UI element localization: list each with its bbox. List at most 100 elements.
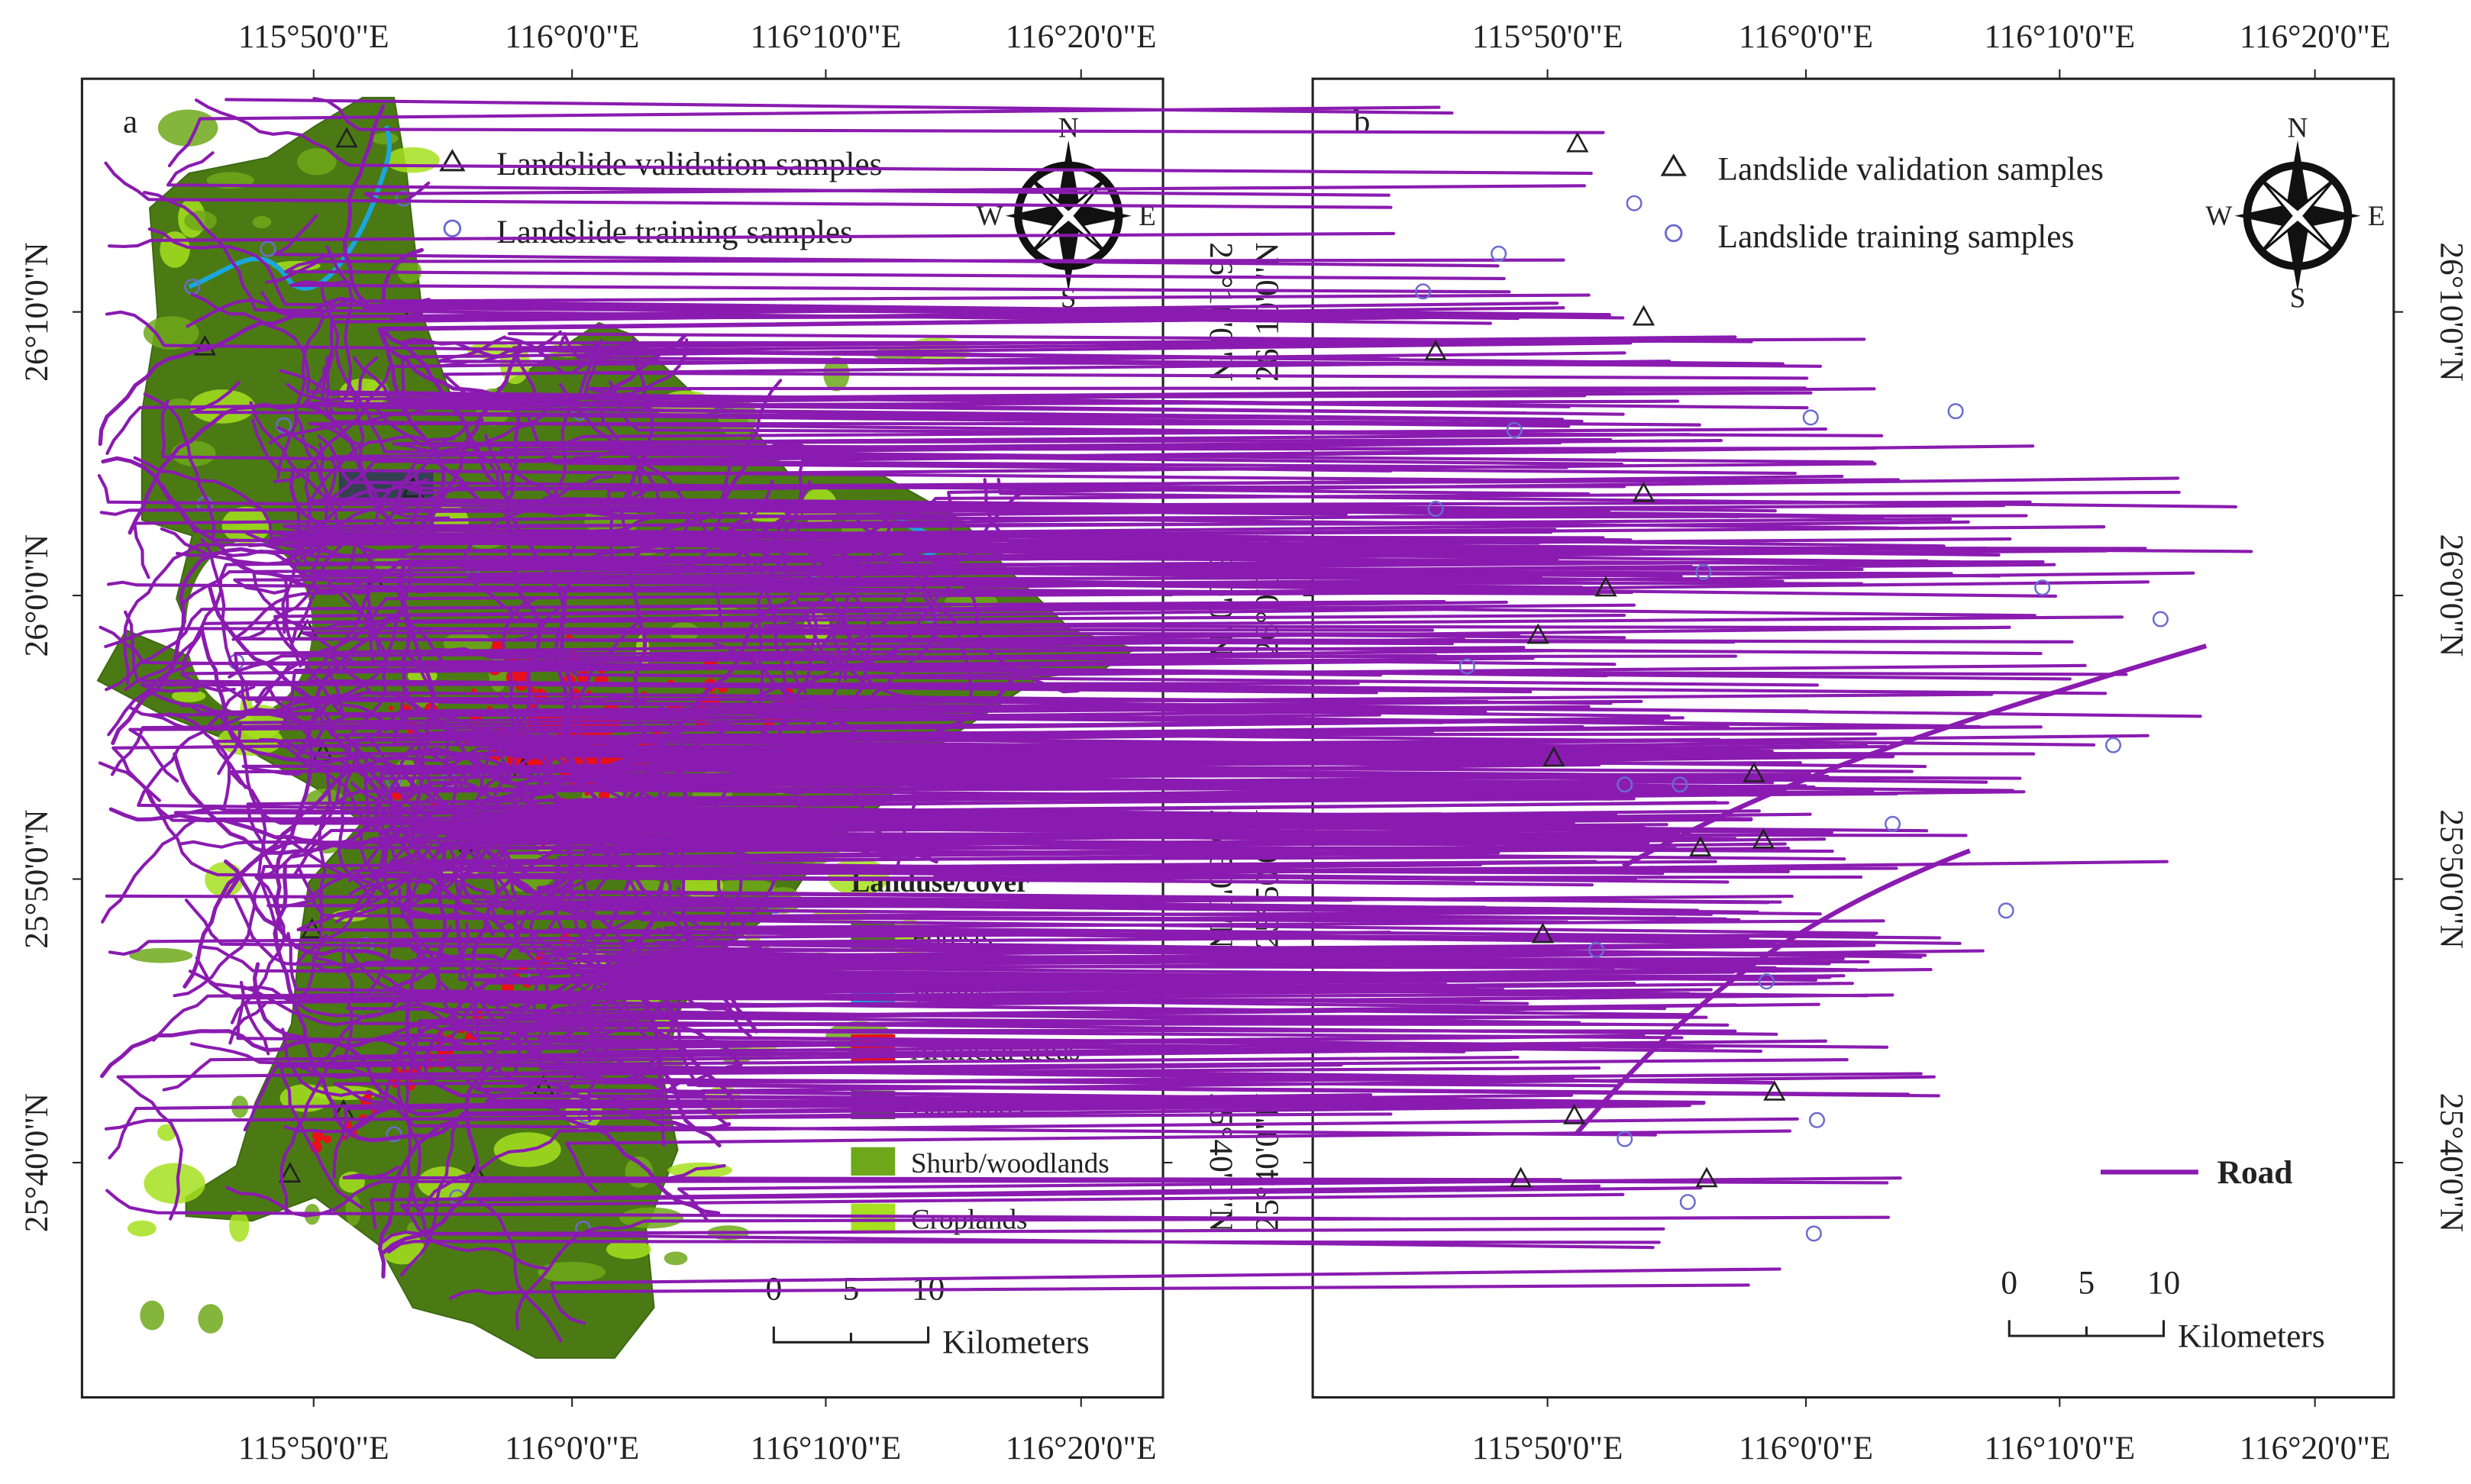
road [1622, 644, 2208, 869]
road [107, 231, 1396, 249]
road [586, 338, 1807, 397]
training-sample [1885, 815, 1901, 832]
shrub-patch [229, 1211, 250, 1242]
lon-tick-label: 115°50'0"E [238, 18, 389, 55]
road [417, 1117, 1799, 1217]
lon-tick-label: 116°0'0"E [1739, 1430, 1873, 1466]
road [282, 834, 1677, 921]
shrub-patch [297, 148, 337, 176]
road [225, 1179, 1629, 1218]
lon-tick-label: 116°0'0"E [1739, 18, 1873, 55]
panel-label: a [123, 103, 137, 140]
road [351, 356, 1584, 423]
road [472, 860, 1791, 873]
road [101, 812, 1442, 924]
road [352, 356, 1625, 416]
road [111, 733, 1341, 802]
scale-label: 0 [2001, 1264, 2017, 1301]
road [493, 798, 1833, 909]
training-sample [276, 417, 292, 434]
lon-tick-label: 115°50'0"E [238, 1430, 389, 1466]
panel-frame [80, 77, 1164, 1399]
road [321, 366, 1574, 437]
road [108, 931, 1392, 957]
road [609, 942, 1832, 996]
road [841, 612, 2128, 676]
road [342, 1165, 1562, 1182]
road [391, 508, 1611, 521]
validation-sample [1509, 1166, 1533, 1188]
road [252, 571, 1636, 631]
scale-label: 10 [2147, 1264, 2180, 1301]
legend-triangle [439, 149, 466, 172]
shrub-patch [385, 147, 440, 173]
road [199, 628, 1753, 821]
road [296, 845, 1519, 939]
road [289, 313, 1611, 558]
validation-sample [1526, 623, 1549, 644]
shrub-patch [140, 1300, 165, 1331]
artificial-patch [491, 640, 503, 652]
validation-sample [1563, 1103, 1586, 1124]
artificial-patch [323, 1134, 331, 1144]
scale-unit: Kilometers [2178, 1318, 2325, 1354]
road [890, 476, 2180, 653]
road [824, 549, 2045, 567]
compass-letter: N [1058, 113, 1079, 144]
road [901, 615, 2124, 648]
training-sample [1491, 245, 1507, 262]
road [142, 190, 1493, 325]
road [393, 1053, 1655, 1250]
road [286, 382, 1587, 402]
road [378, 1227, 1665, 1246]
road [392, 392, 1613, 454]
road [289, 279, 1511, 294]
training-sample [2104, 737, 2122, 753]
training-sample [1626, 195, 1642, 211]
road [550, 1267, 1781, 1325]
shrub-patch [606, 1239, 651, 1260]
road [254, 747, 1476, 885]
road [609, 380, 1884, 437]
road [399, 1104, 1691, 1277]
lat-tick-label: 25°40'0"N [18, 1093, 55, 1232]
road [189, 682, 1489, 704]
validation-sample [1695, 1166, 1718, 1188]
training-sample [1415, 283, 1432, 300]
lon-tick-label: 116°20'0"E [1006, 18, 1157, 55]
training-sample [1808, 1111, 1826, 1128]
road [116, 1063, 1343, 1221]
training-sample [260, 240, 276, 257]
road [547, 877, 1776, 945]
road [821, 725, 2043, 757]
shrub-patch [157, 109, 218, 147]
shrub-patch [371, 132, 399, 145]
road [499, 438, 1723, 498]
validation-sample [1763, 1079, 1786, 1101]
compass-letter: E [2368, 201, 2385, 232]
road [178, 840, 1496, 849]
road [297, 934, 1526, 1015]
lon-tick-label: 116°10'0"E [751, 1430, 902, 1466]
road [184, 898, 1462, 957]
road [716, 873, 1962, 945]
road [564, 1129, 1792, 1193]
lat-tick-label: 26°0'0"N [18, 534, 55, 657]
lat-tick-label: 26°10'0"N [18, 242, 55, 381]
training-sample [1458, 658, 1475, 675]
shrub-patch [198, 1304, 224, 1334]
training-sample [1679, 1194, 1696, 1211]
lon-tick-label: 116°10'0"E [1984, 1430, 2135, 1466]
lat-tick-label: 25°50'0"N [18, 809, 55, 948]
road [167, 105, 1441, 168]
validation-sample [1632, 481, 1655, 502]
validation-sample [1689, 836, 1712, 857]
road [476, 1186, 1703, 1343]
road [236, 980, 1466, 1053]
compass-letter: E [1139, 201, 1156, 232]
road [826, 580, 2150, 725]
legend-label: Shurb/woodlands [911, 1148, 1110, 1179]
road [105, 392, 1378, 455]
validation-sample [1566, 131, 1589, 153]
road [105, 310, 1400, 361]
